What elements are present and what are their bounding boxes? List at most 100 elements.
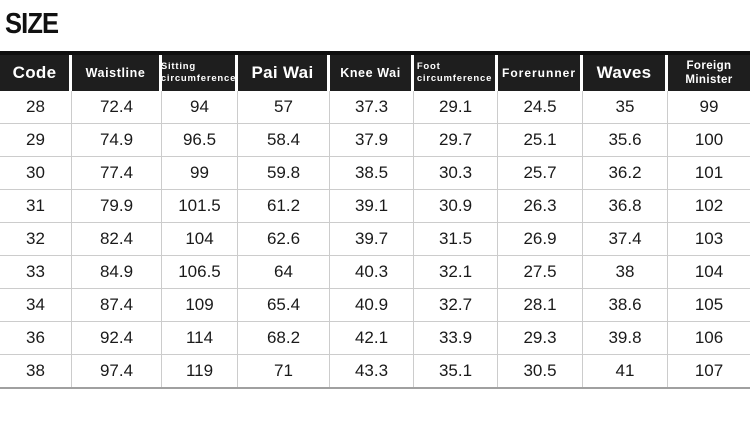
table-cell: 30	[0, 157, 72, 189]
table-header-row: Code Waistline Sitting circumference Pai Wa…	[0, 51, 750, 91]
column-header-waves: Waves	[583, 55, 668, 91]
table-cell: 29	[0, 124, 72, 156]
table-cell: 32.1	[414, 256, 498, 288]
table-cell: 29.3	[498, 322, 583, 354]
size-table: Code Waistline Sitting circumference Pai Wa…	[0, 51, 750, 389]
table-cell: 97.4	[72, 355, 162, 387]
table-row: 32 82.4 104 62.6 39.7 31.5 26.9 37.4 103	[0, 223, 750, 256]
table-cell: 103	[694, 229, 724, 248]
table-cell: 64	[238, 256, 330, 288]
table-cell: 27.5	[498, 256, 583, 288]
table-cell: 62.6	[238, 223, 330, 255]
table-cell: 25.7	[498, 157, 583, 189]
table-cell: 39.1	[330, 190, 414, 222]
page-title: SIZE	[5, 8, 59, 40]
table-cell: 119	[162, 355, 238, 387]
table-cell: 68.2	[238, 322, 330, 354]
table-cell: 101.5	[162, 190, 238, 222]
table-cell: 34	[0, 289, 72, 321]
table-body: 28 72.4 94 57 37.3 29.1 24.5 35 99 29 74.9 96.5 58.4…	[0, 91, 750, 389]
table-cell: 38.6	[583, 289, 668, 321]
table-cell: 32	[0, 223, 72, 255]
table-cell: 35	[583, 91, 668, 123]
table-cell: 72.4	[72, 91, 162, 123]
table-cell: 30.9	[414, 190, 498, 222]
table-cell: 36	[0, 322, 72, 354]
column-header-waistline: Waistline	[72, 55, 162, 91]
table-cell: 65.4	[238, 289, 330, 321]
table-cell: 102	[694, 196, 724, 215]
table-row: 38 97.4 119 71 43.3 35.1 30.5 41 107	[0, 355, 750, 387]
table-cell: 43.3	[330, 355, 414, 387]
table-row: 34 87.4 109 65.4 40.9 32.7 28.1 38.6 105	[0, 289, 750, 322]
table-cell: 82.4	[72, 223, 162, 255]
table-cell: 28.1	[498, 289, 583, 321]
table-cell: 42.1	[330, 322, 414, 354]
table-cell: 74.9	[72, 124, 162, 156]
table-cell: 30.3	[414, 157, 498, 189]
table-cell: 71	[238, 355, 330, 387]
table-cell: 26.9	[498, 223, 583, 255]
table-cell: 40.9	[330, 289, 414, 321]
table-cell: 33	[0, 256, 72, 288]
table-cell: 61.2	[238, 190, 330, 222]
table-cell: 39.8	[583, 322, 668, 354]
column-header-forerunner: Forerunner	[498, 55, 583, 91]
table-cell: 38	[0, 355, 72, 387]
table-cell: 37.4	[583, 223, 668, 255]
table-row: 36 92.4 114 68.2 42.1 33.9 29.3 39.8 106	[0, 322, 750, 355]
column-header-knee-wai: Knee Wai	[330, 55, 414, 91]
table-cell: 96.5	[162, 124, 238, 156]
table-cell: 40.3	[330, 256, 414, 288]
table-cell: 24.5	[498, 91, 583, 123]
table-cell: 32.7	[414, 289, 498, 321]
table-cell: 37.9	[330, 124, 414, 156]
table-cell: 84.9	[72, 256, 162, 288]
table-cell: 38.5	[330, 157, 414, 189]
table-cell: 37.3	[330, 91, 414, 123]
table-row: 28 72.4 94 57 37.3 29.1 24.5 35 99	[0, 91, 750, 124]
table-cell: 36.2	[583, 157, 668, 189]
table-cell: 59.8	[238, 157, 330, 189]
table-cell: 92.4	[72, 322, 162, 354]
table-cell: 94	[162, 91, 238, 123]
table-cell: 35.1	[414, 355, 498, 387]
table-cell: 104	[162, 223, 238, 255]
table-cell: 26.3	[498, 190, 583, 222]
table-cell: 114	[162, 322, 238, 354]
table-cell: 100	[694, 130, 724, 149]
table-cell: 30.5	[498, 355, 583, 387]
table-cell: 25.1	[498, 124, 583, 156]
table-cell: 106.5	[162, 256, 238, 288]
table-row: 33 84.9 106.5 64 40.3 32.1 27.5 38 104	[0, 256, 750, 289]
table-cell: 57	[238, 91, 330, 123]
table-row: 30 77.4 99 59.8 38.5 30.3 25.7 36.2 101	[0, 157, 750, 190]
column-header-sitting-circumference: Sitting circumference	[161, 55, 238, 91]
table-cell: 99	[162, 157, 238, 189]
table-cell: 79.9	[72, 190, 162, 222]
table-cell: 39.7	[330, 223, 414, 255]
column-header-pai-wai: Pai Wai	[238, 55, 330, 91]
table-row: 29 74.9 96.5 58.4 37.9 29.7 25.1 35.6 100	[0, 124, 750, 157]
table-cell: 58.4	[238, 124, 330, 156]
column-header-code: Code	[0, 55, 72, 91]
table-cell: 99	[699, 97, 719, 116]
table-row: 31 79.9 101.5 61.2 39.1 30.9 26.3 36.8 102	[0, 190, 750, 223]
table-cell: 29.7	[414, 124, 498, 156]
table-cell: 31	[0, 190, 72, 222]
table-cell: 87.4	[72, 289, 162, 321]
table-cell: 101	[694, 163, 724, 182]
table-cell: 107	[694, 361, 724, 380]
table-cell: 38	[583, 256, 668, 288]
table-cell: 77.4	[72, 157, 162, 189]
table-cell: 109	[162, 289, 238, 321]
column-header-foot-circumference: Foot circumference	[414, 55, 498, 91]
table-cell: 28	[0, 91, 72, 123]
table-cell: 31.5	[414, 223, 498, 255]
table-cell: 33.9	[414, 322, 498, 354]
table-cell: 104	[694, 262, 724, 281]
table-cell: 35.6	[583, 124, 668, 156]
table-cell: 36.8	[583, 190, 668, 222]
table-cell: 105	[694, 295, 724, 314]
column-header-foreign-minister: Foreign Minister	[668, 55, 750, 91]
